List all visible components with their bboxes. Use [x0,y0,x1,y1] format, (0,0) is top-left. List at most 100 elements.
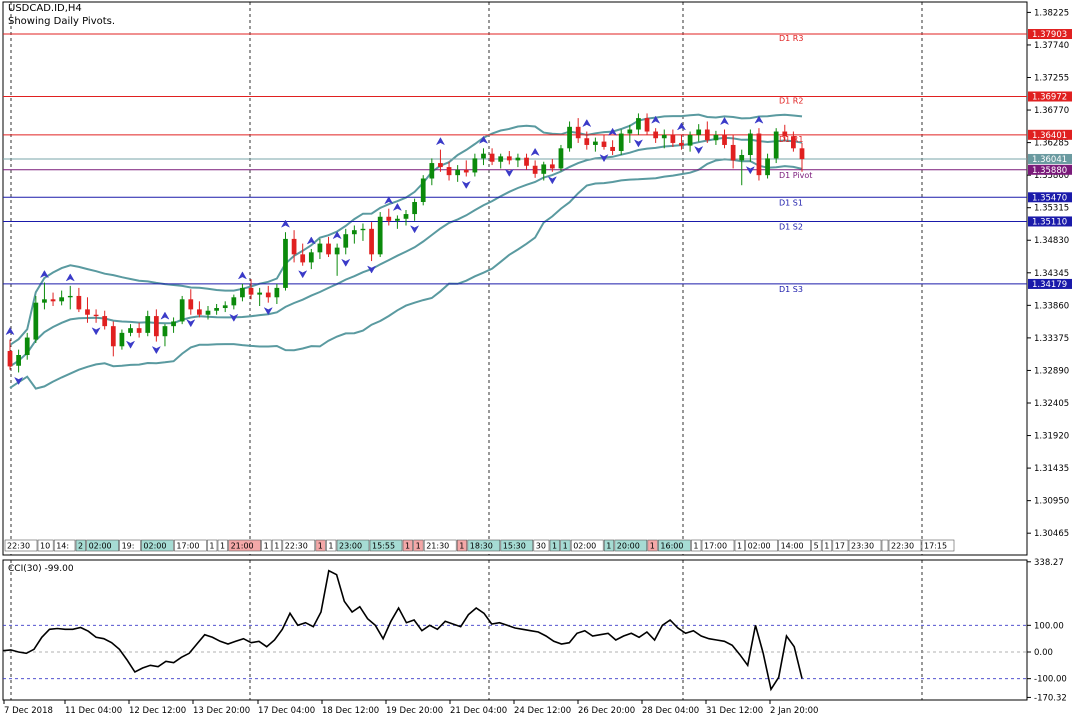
session-tag-label: 15:55 [372,542,395,551]
time-tick-label: 2 Jan 20:00 [770,706,818,716]
pivot-level-label: D1 S3 [779,285,803,294]
session-tag-box [734,539,745,552]
time-tick-label: 28 Dec 04:00 [642,706,699,716]
fractal-down-arrow [229,313,239,322]
candle-body [696,129,702,135]
session-tag-box [315,539,326,552]
time-tick-label: 31 Dec 12:00 [706,706,763,716]
session-tag-box [549,539,560,552]
session-tag-label: 17:00 [704,542,727,551]
session-tag-label: 1 [737,542,742,551]
chart-subtitle: Showing Daily Pivots. [8,16,116,27]
pivot-level-label: D1 R3 [779,34,803,43]
session-tag-label: 02:00 [573,542,596,551]
pivot-price-text: 1.37903 [1032,30,1067,40]
candle-body [601,141,607,147]
price-tick-label: 1.30465 [1034,529,1069,539]
candle-body [102,316,108,327]
pivot-price-text: 1.36401 [1032,131,1067,141]
session-tag-label: 5 [814,542,819,551]
candle-body [782,131,788,137]
candle-body [76,295,82,310]
session-tag-label: 1 [328,542,333,551]
candle-body [136,328,142,333]
candle-body [584,138,590,145]
candle-body [524,157,529,166]
session-tag-label: 17:00 [176,542,199,551]
candle-body [128,328,133,333]
candle-body [730,144,736,161]
session-tag-label: 1 [264,542,269,551]
session-tag-label: 1 [606,542,611,551]
candle-body [541,164,547,174]
pivot-price-tag [1028,29,1072,40]
candle-body [653,131,659,139]
candle-body [429,163,435,179]
session-tag-label: 18:30 [470,542,493,551]
candle-body [618,133,624,151]
candle-body [326,243,331,255]
session-tag-label: 14: [56,542,69,551]
session-tag-box [821,539,833,552]
session-tag-box [217,539,228,552]
candle-body [395,218,400,221]
session-tag-label: 02:00 [748,542,771,551]
candle-body [791,136,796,149]
candle-body [765,158,770,176]
candle-body [197,309,202,315]
session-tag-box [75,539,86,552]
session-tag-box [811,539,822,552]
session-tag-box [53,539,76,552]
fractal-up-arrow [332,231,342,240]
price-tick-label: 1.32405 [1034,399,1069,409]
current-price-tag [1028,153,1072,164]
session-tag-box [881,539,889,552]
session-tag-box [228,539,261,552]
time-tick-label: 13 Dec 20:00 [193,706,250,716]
fractal-down-arrow [504,168,514,177]
session-tag-box [467,539,501,552]
session-tag-box [701,539,735,552]
fractal-up-arrow [478,135,489,144]
bollinger-lower-band [9,158,803,390]
pivot-price-tag [1028,164,1072,175]
fractal-up-arrow [65,273,75,282]
price-tick-label: 1.35800 [1034,171,1069,181]
session-tag-box [456,539,468,552]
fractal-down-arrow [263,307,273,316]
candle-body [489,153,495,162]
pivot-price-text: 1.34179 [1032,280,1067,290]
candle-body [593,141,598,145]
fractal-down-arrow [341,258,351,267]
candle-body [308,252,314,263]
session-tag-label: 22:30 [7,542,30,551]
candle-body [472,158,478,173]
session-tag-box [888,539,922,552]
session-tag-box [326,539,337,552]
candle-body [300,254,306,263]
cci-tick-label: 100.00 [1034,621,1064,631]
price-tick-label: 1.30950 [1034,497,1069,507]
fractal-up-arrow [384,196,394,205]
session-tag-label: 15:30 [503,542,526,551]
candle-body [93,314,99,317]
cci-tick-label: -100.00 [1034,675,1067,685]
price-tick-label: 1.34830 [1034,236,1069,246]
cci-tick-label: 0.00 [1034,648,1053,658]
candle-body [343,234,349,248]
candle-body [420,178,426,202]
session-tag-label: 17 [835,542,845,551]
price-tick-label: 1.37740 [1034,41,1069,51]
session-tag-box [647,539,658,552]
candle-body [145,316,151,333]
fractal-up-arrow [237,271,248,280]
session-tag-box [533,539,550,552]
session-tag-box [603,539,615,552]
session-tag-box [402,539,413,552]
time-tick-label: 26 Dec 20:00 [578,706,635,716]
candle-body [291,238,297,255]
price-tick-label: 1.36770 [1034,106,1069,116]
candle-body [119,332,125,347]
session-tag-label: 21:30 [426,542,449,551]
candle-body [644,118,650,132]
